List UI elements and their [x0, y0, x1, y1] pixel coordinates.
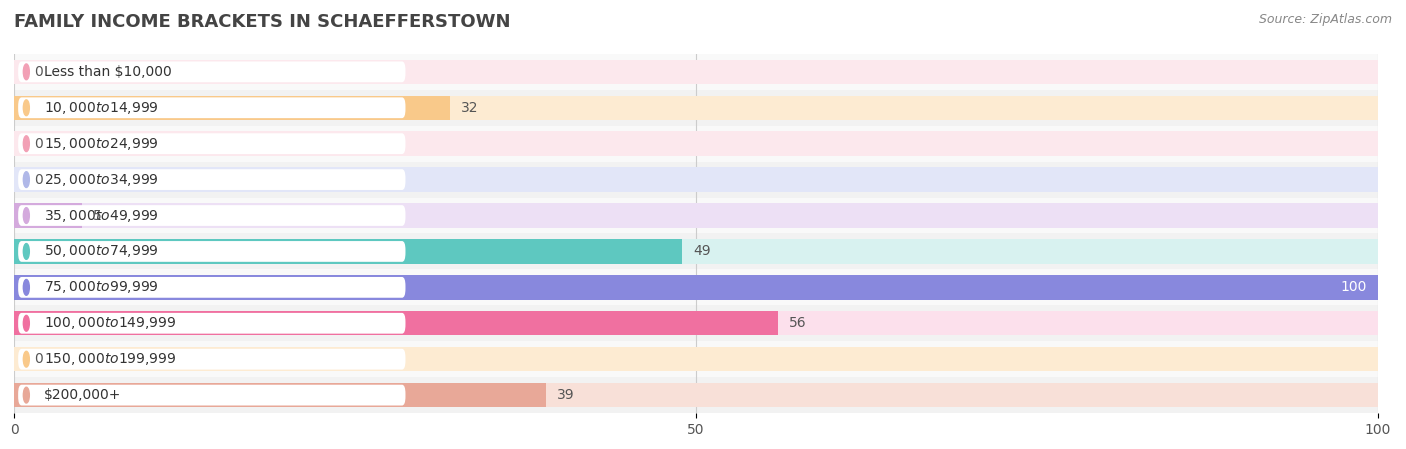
Text: FAMILY INCOME BRACKETS IN SCHAEFFERSTOWN: FAMILY INCOME BRACKETS IN SCHAEFFERSTOWN: [14, 13, 510, 31]
Bar: [14, 126, 1378, 162]
Text: $100,000 to $149,999: $100,000 to $149,999: [44, 315, 177, 331]
FancyBboxPatch shape: [18, 349, 405, 370]
Bar: [14, 275, 1378, 299]
Bar: [14, 311, 778, 335]
Bar: [14, 60, 1378, 84]
Bar: [14, 132, 1378, 156]
Text: $150,000 to $199,999: $150,000 to $199,999: [44, 351, 177, 367]
Text: $10,000 to $14,999: $10,000 to $14,999: [44, 100, 159, 116]
Bar: [14, 383, 1378, 407]
Circle shape: [24, 136, 30, 152]
Text: $35,000 to $49,999: $35,000 to $49,999: [44, 207, 159, 224]
Bar: [14, 198, 1378, 233]
Circle shape: [24, 387, 30, 403]
Text: $75,000 to $99,999: $75,000 to $99,999: [44, 279, 159, 295]
Bar: [14, 167, 1378, 192]
Text: 56: 56: [789, 316, 806, 330]
FancyBboxPatch shape: [18, 205, 405, 226]
Bar: [14, 305, 1378, 341]
Text: 0: 0: [35, 352, 44, 366]
Text: $25,000 to $34,999: $25,000 to $34,999: [44, 172, 159, 188]
Bar: [14, 341, 1378, 377]
Bar: [14, 233, 1378, 269]
Circle shape: [24, 351, 30, 367]
Circle shape: [24, 172, 30, 188]
Circle shape: [24, 100, 30, 116]
Bar: [14, 239, 1378, 264]
Text: 32: 32: [461, 101, 479, 115]
FancyBboxPatch shape: [18, 277, 405, 298]
Text: Less than $10,000: Less than $10,000: [44, 65, 172, 79]
Text: 49: 49: [693, 244, 711, 259]
Text: 39: 39: [557, 388, 575, 402]
Bar: [14, 239, 682, 264]
Text: 100: 100: [1340, 280, 1367, 295]
Circle shape: [24, 279, 30, 295]
Circle shape: [24, 64, 30, 80]
Bar: [14, 96, 1378, 120]
Circle shape: [24, 315, 30, 331]
Text: 0: 0: [35, 136, 44, 151]
FancyBboxPatch shape: [18, 97, 405, 118]
Bar: [14, 162, 1378, 198]
Circle shape: [24, 207, 30, 224]
Bar: [14, 54, 1378, 90]
FancyBboxPatch shape: [18, 241, 405, 262]
Text: 5: 5: [93, 208, 101, 223]
FancyBboxPatch shape: [18, 62, 405, 82]
Bar: [14, 269, 1378, 305]
Bar: [14, 203, 1378, 228]
Bar: [14, 90, 1378, 126]
Bar: [14, 96, 450, 120]
Bar: [14, 203, 82, 228]
FancyBboxPatch shape: [18, 133, 405, 154]
Circle shape: [24, 243, 30, 260]
Text: Source: ZipAtlas.com: Source: ZipAtlas.com: [1258, 13, 1392, 26]
Text: $200,000+: $200,000+: [44, 388, 121, 402]
Bar: [14, 383, 546, 407]
Text: $50,000 to $74,999: $50,000 to $74,999: [44, 243, 159, 260]
FancyBboxPatch shape: [18, 385, 405, 405]
FancyBboxPatch shape: [18, 169, 405, 190]
Bar: [14, 311, 1378, 335]
Text: 0: 0: [35, 65, 44, 79]
Text: $15,000 to $24,999: $15,000 to $24,999: [44, 136, 159, 152]
Bar: [14, 377, 1378, 413]
Text: 0: 0: [35, 172, 44, 187]
Bar: [14, 275, 1378, 299]
Bar: [14, 347, 1378, 371]
FancyBboxPatch shape: [18, 313, 405, 334]
